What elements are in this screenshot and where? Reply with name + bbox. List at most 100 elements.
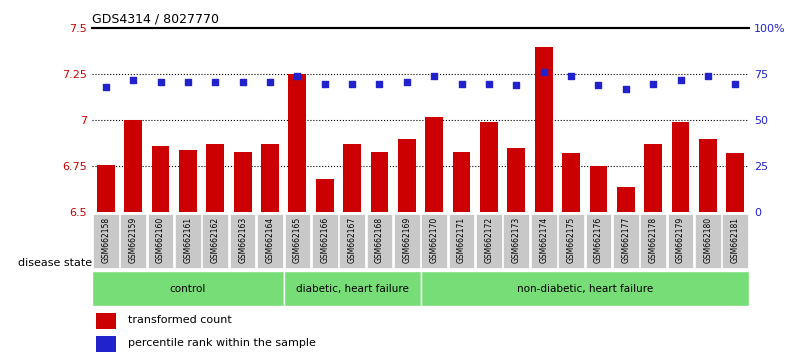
- Text: GSM662178: GSM662178: [649, 217, 658, 263]
- FancyBboxPatch shape: [312, 213, 337, 268]
- Text: GSM662160: GSM662160: [156, 217, 165, 263]
- Bar: [234, 152, 252, 212]
- FancyBboxPatch shape: [421, 213, 447, 268]
- Text: transformed count: transformed count: [128, 315, 232, 325]
- Point: [510, 82, 523, 88]
- Point: [729, 81, 742, 86]
- FancyBboxPatch shape: [203, 213, 228, 268]
- Point: [400, 79, 413, 85]
- Point: [537, 70, 550, 75]
- Point: [264, 79, 276, 85]
- Point: [482, 81, 495, 86]
- FancyBboxPatch shape: [668, 213, 694, 268]
- FancyBboxPatch shape: [394, 213, 420, 268]
- FancyBboxPatch shape: [421, 271, 749, 306]
- FancyBboxPatch shape: [92, 271, 284, 306]
- FancyBboxPatch shape: [476, 213, 501, 268]
- Bar: [590, 166, 607, 212]
- Bar: [261, 144, 279, 212]
- Bar: [562, 154, 580, 212]
- FancyBboxPatch shape: [640, 213, 666, 268]
- Point: [318, 81, 331, 86]
- FancyBboxPatch shape: [504, 213, 529, 268]
- FancyBboxPatch shape: [257, 213, 283, 268]
- FancyBboxPatch shape: [93, 213, 119, 268]
- FancyBboxPatch shape: [340, 213, 365, 268]
- FancyBboxPatch shape: [284, 271, 421, 306]
- Bar: [617, 187, 634, 212]
- Point: [236, 79, 249, 85]
- Text: control: control: [170, 284, 206, 293]
- FancyBboxPatch shape: [695, 213, 721, 268]
- Text: GSM662158: GSM662158: [101, 217, 111, 263]
- Text: GSM662159: GSM662159: [129, 217, 138, 263]
- Bar: [398, 139, 416, 212]
- Text: GSM662167: GSM662167: [348, 217, 356, 263]
- Text: percentile rank within the sample: percentile rank within the sample: [128, 338, 316, 348]
- Text: GSM662181: GSM662181: [731, 217, 740, 263]
- FancyBboxPatch shape: [284, 213, 310, 268]
- Point: [592, 82, 605, 88]
- FancyBboxPatch shape: [531, 213, 557, 268]
- Text: GSM662170: GSM662170: [429, 217, 439, 263]
- Text: GSM662168: GSM662168: [375, 217, 384, 263]
- Text: GSM662165: GSM662165: [293, 217, 302, 263]
- Bar: [425, 117, 443, 212]
- Bar: [453, 152, 470, 212]
- Point: [646, 81, 659, 86]
- FancyBboxPatch shape: [449, 213, 474, 268]
- FancyBboxPatch shape: [175, 213, 201, 268]
- Point: [373, 81, 386, 86]
- Point: [154, 79, 167, 85]
- FancyBboxPatch shape: [147, 213, 173, 268]
- Bar: [535, 47, 553, 212]
- Point: [99, 84, 112, 90]
- FancyBboxPatch shape: [367, 213, 392, 268]
- Text: GSM662177: GSM662177: [622, 217, 630, 263]
- Point: [702, 73, 714, 79]
- Point: [455, 81, 468, 86]
- Bar: [151, 146, 170, 212]
- Text: GSM662164: GSM662164: [265, 217, 275, 263]
- Text: GSM662166: GSM662166: [320, 217, 329, 263]
- Point: [346, 81, 359, 86]
- Text: non-diabetic, heart failure: non-diabetic, heart failure: [517, 284, 653, 293]
- Bar: [316, 179, 334, 212]
- Text: GSM662172: GSM662172: [485, 217, 493, 263]
- Bar: [207, 144, 224, 212]
- Text: GSM662171: GSM662171: [457, 217, 466, 263]
- FancyBboxPatch shape: [558, 213, 584, 268]
- Bar: [97, 165, 115, 212]
- Bar: [371, 152, 388, 212]
- Point: [674, 77, 687, 83]
- FancyBboxPatch shape: [613, 213, 638, 268]
- Text: GSM662179: GSM662179: [676, 217, 685, 263]
- Text: diabetic, heart failure: diabetic, heart failure: [296, 284, 409, 293]
- Text: GSM662180: GSM662180: [703, 217, 712, 263]
- Bar: [699, 139, 717, 212]
- Point: [428, 73, 441, 79]
- Bar: [96, 313, 116, 329]
- Point: [127, 77, 139, 83]
- Point: [209, 79, 222, 85]
- Point: [291, 73, 304, 79]
- Text: GSM662176: GSM662176: [594, 217, 603, 263]
- Bar: [179, 150, 197, 212]
- Point: [619, 86, 632, 92]
- Text: GSM662173: GSM662173: [512, 217, 521, 263]
- Bar: [507, 148, 525, 212]
- Point: [565, 73, 578, 79]
- FancyBboxPatch shape: [723, 213, 748, 268]
- Bar: [343, 144, 361, 212]
- FancyBboxPatch shape: [586, 213, 611, 268]
- Bar: [480, 122, 498, 212]
- Point: [182, 79, 195, 85]
- Text: GSM662175: GSM662175: [566, 217, 576, 263]
- Bar: [671, 122, 690, 212]
- Text: GSM662161: GSM662161: [183, 217, 192, 263]
- Text: GSM662169: GSM662169: [402, 217, 412, 263]
- FancyBboxPatch shape: [230, 213, 256, 268]
- Bar: [727, 154, 744, 212]
- Text: GSM662163: GSM662163: [238, 217, 248, 263]
- Text: GSM662174: GSM662174: [539, 217, 548, 263]
